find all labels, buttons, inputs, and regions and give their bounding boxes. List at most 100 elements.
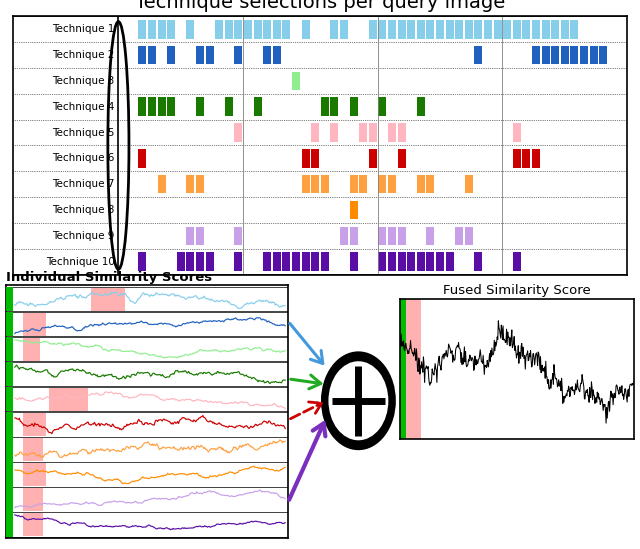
Text: Technique 5: Technique 5 — [52, 127, 115, 138]
Bar — [23, 488, 43, 511]
Bar — [157, 20, 166, 38]
Bar — [349, 227, 358, 245]
Text: Technique 7: Technique 7 — [52, 179, 115, 189]
Text: Technique 9: Technique 9 — [52, 231, 115, 241]
Bar — [522, 20, 531, 38]
Bar — [532, 149, 540, 167]
Bar — [455, 227, 463, 245]
Bar — [378, 98, 387, 116]
Bar — [513, 124, 521, 142]
Bar — [282, 20, 291, 38]
Bar — [6, 437, 13, 462]
Bar — [91, 288, 125, 311]
Bar — [551, 20, 559, 38]
Bar — [205, 46, 214, 64]
Bar — [273, 20, 281, 38]
Bar — [263, 253, 271, 271]
Bar — [6, 512, 288, 536]
Bar — [273, 46, 281, 64]
Title: Technique selections per query image: Technique selections per query image — [135, 0, 505, 12]
Bar — [406, 299, 421, 439]
Bar — [465, 20, 473, 38]
Bar — [6, 512, 13, 536]
Bar — [148, 20, 156, 38]
Bar — [6, 362, 13, 386]
Bar — [138, 149, 147, 167]
Bar — [186, 20, 195, 38]
Bar — [378, 227, 387, 245]
Bar — [330, 124, 339, 142]
Bar — [138, 46, 147, 64]
Bar — [426, 175, 435, 193]
Bar — [484, 20, 492, 38]
Bar — [397, 253, 406, 271]
Bar — [138, 98, 147, 116]
Bar — [167, 46, 175, 64]
Bar — [138, 20, 147, 38]
Bar — [321, 253, 329, 271]
Bar — [23, 413, 46, 436]
Bar — [474, 253, 483, 271]
Bar — [6, 462, 288, 486]
Text: Technique 2: Technique 2 — [52, 50, 115, 60]
Bar — [436, 253, 444, 271]
Bar — [234, 253, 243, 271]
Bar — [234, 46, 243, 64]
Bar — [311, 149, 319, 167]
Bar — [407, 253, 415, 271]
Bar — [330, 20, 339, 38]
Bar — [6, 287, 13, 311]
Bar — [23, 438, 43, 461]
Bar — [196, 175, 204, 193]
Bar — [6, 487, 13, 512]
Bar — [177, 253, 185, 271]
Bar — [349, 201, 358, 219]
Bar — [234, 20, 243, 38]
Bar — [253, 20, 262, 38]
Bar — [589, 46, 598, 64]
Bar — [369, 20, 377, 38]
Bar — [513, 149, 521, 167]
Bar — [6, 437, 288, 462]
Bar — [6, 362, 288, 386]
Bar — [6, 312, 13, 337]
Bar — [426, 20, 435, 38]
Bar — [397, 227, 406, 245]
Bar — [157, 98, 166, 116]
Bar — [23, 513, 43, 536]
Bar — [417, 20, 425, 38]
Bar — [561, 20, 569, 38]
Bar — [551, 46, 559, 64]
Bar — [167, 98, 175, 116]
Bar — [234, 227, 243, 245]
Bar — [196, 98, 204, 116]
Bar — [311, 253, 319, 271]
Bar — [6, 337, 288, 361]
Bar — [455, 20, 463, 38]
Bar — [253, 98, 262, 116]
Bar — [561, 46, 569, 64]
Bar — [359, 124, 367, 142]
Bar — [465, 227, 473, 245]
Circle shape — [328, 361, 388, 440]
Bar — [6, 412, 288, 436]
Bar — [493, 20, 502, 38]
Bar — [599, 46, 607, 64]
Bar — [397, 124, 406, 142]
Bar — [301, 149, 310, 167]
Bar — [513, 253, 521, 271]
Bar — [513, 20, 521, 38]
Bar — [282, 253, 291, 271]
Bar — [436, 20, 444, 38]
Bar — [378, 253, 387, 271]
Bar — [503, 20, 511, 38]
Bar — [570, 46, 579, 64]
Bar — [311, 175, 319, 193]
Bar — [186, 253, 195, 271]
Bar — [6, 462, 13, 486]
Bar — [6, 337, 13, 361]
Bar — [369, 124, 377, 142]
Bar — [225, 20, 233, 38]
Bar — [359, 175, 367, 193]
Title: Fused Similarity Score: Fused Similarity Score — [443, 284, 591, 296]
